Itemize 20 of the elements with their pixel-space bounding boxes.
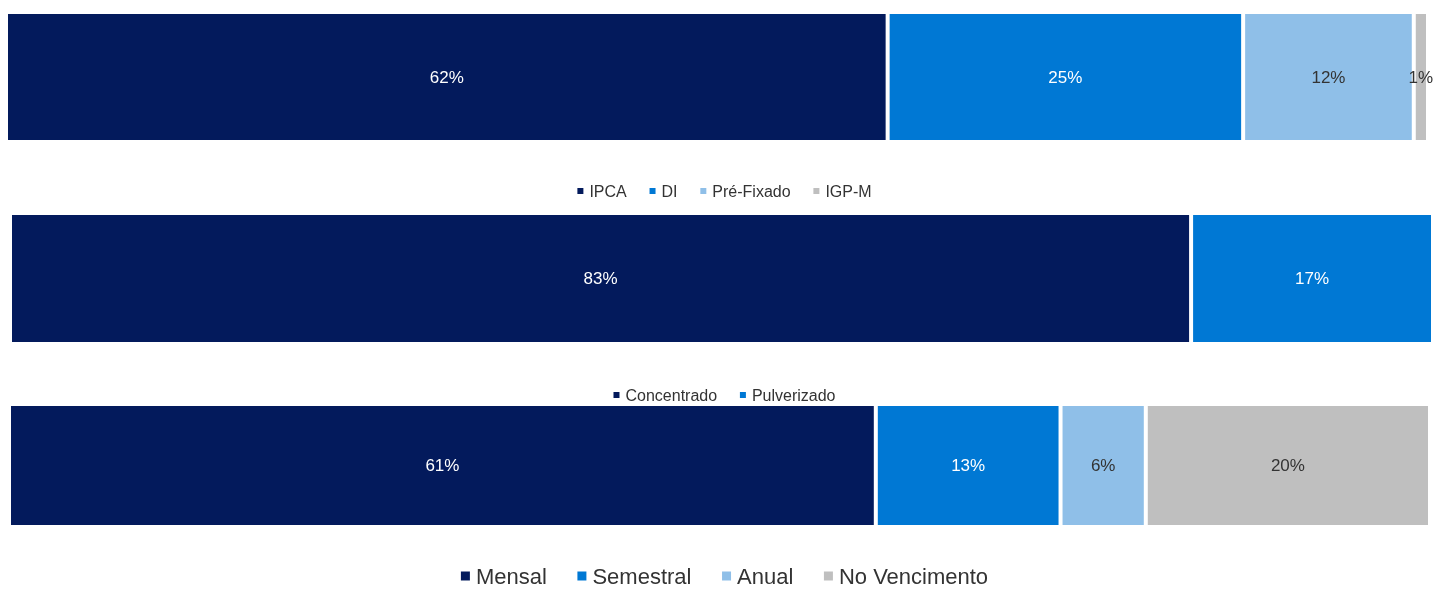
legend-label: Mensal	[475, 563, 547, 589]
data-label: 25%	[1048, 67, 1083, 87]
data-label: 83%	[583, 269, 618, 288]
data-label: 17%	[1295, 269, 1330, 288]
legend-label: Concentrado	[625, 386, 718, 404]
legend-label: Pulverizado	[751, 386, 836, 404]
data-label: 12%	[1311, 67, 1346, 87]
legend-label: DI	[661, 182, 678, 200]
legend-label: IGP-M	[825, 182, 872, 200]
data-label: 6%	[1090, 456, 1116, 475]
legend-label: No Vencimento	[838, 563, 989, 589]
legend-label: IPCA	[589, 182, 628, 200]
data-label: 1%	[1408, 67, 1434, 87]
data-label: 20%	[1270, 456, 1305, 475]
data-label: 13%	[951, 456, 986, 475]
data-label: 61%	[425, 456, 460, 475]
legend-label: Anual	[737, 563, 794, 589]
legend-label: Semestral	[592, 563, 692, 589]
legend-label: Pré-Fixado	[712, 182, 791, 200]
data-label: 62%	[429, 67, 464, 87]
